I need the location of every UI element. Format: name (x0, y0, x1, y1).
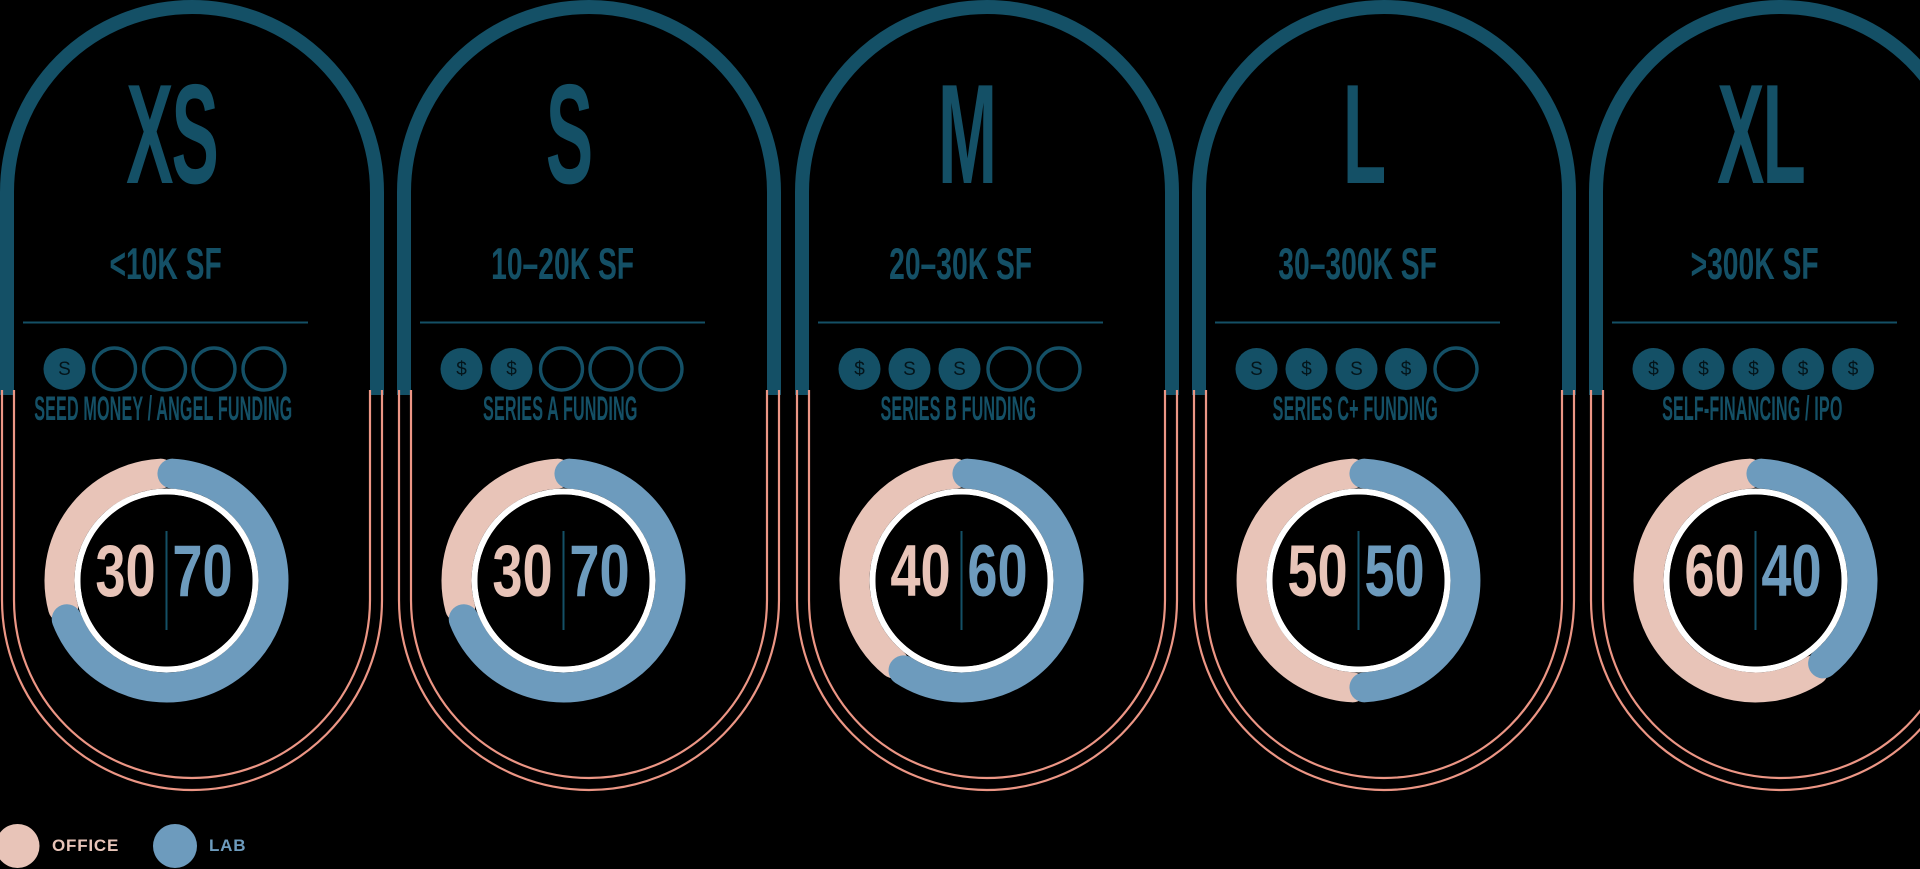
svg-text:LAB: LAB (209, 836, 246, 855)
svg-text:OFFICE: OFFICE (52, 836, 119, 855)
